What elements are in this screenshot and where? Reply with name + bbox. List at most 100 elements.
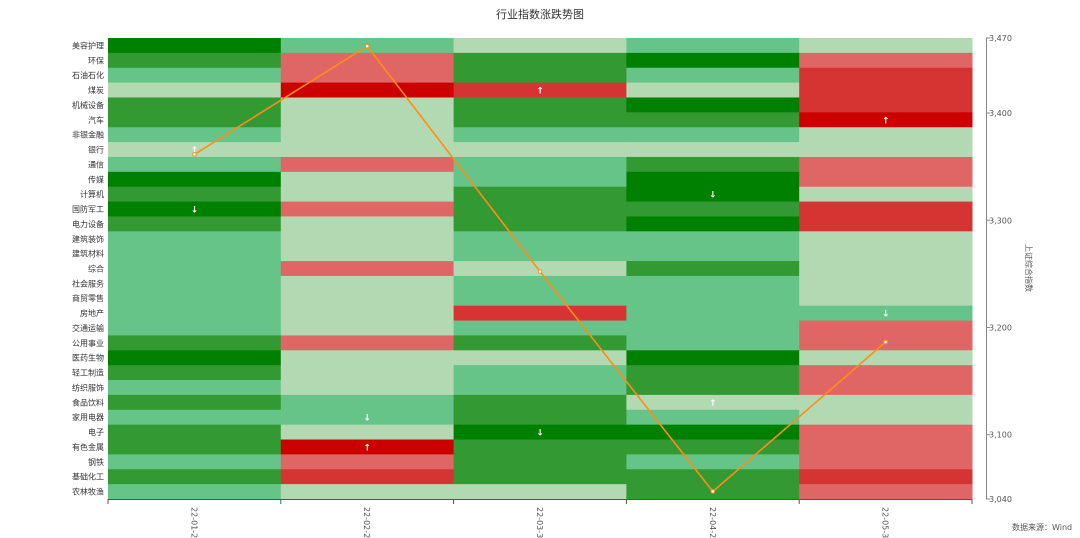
heat-cell-31-3 bbox=[453, 484, 627, 500]
heat-cell-10-4 bbox=[626, 171, 800, 188]
heat-cell-9-2 bbox=[280, 156, 455, 173]
heat-cell-8-3 bbox=[453, 142, 627, 158]
right-tick-label-4: 3,300 bbox=[989, 216, 1012, 225]
heat-cell-29-3 bbox=[453, 454, 627, 470]
category-label-18: 商贸零售 bbox=[72, 293, 104, 303]
heat-cell-11-2 bbox=[280, 186, 455, 203]
heat-cell-20-1 bbox=[108, 320, 282, 336]
category-label-27: 电子 bbox=[88, 427, 104, 437]
heat-cell-14-5 bbox=[799, 231, 973, 247]
category-label-30: 基础化工 bbox=[72, 472, 104, 482]
heat-cell-18-1 bbox=[108, 290, 282, 307]
heat-cell-23-3 bbox=[453, 365, 627, 381]
heat-cell-17-5 bbox=[799, 275, 973, 292]
heat-cell-17-4 bbox=[626, 275, 800, 292]
heat-cell-24-4 bbox=[626, 380, 800, 396]
heat-cell-23-1 bbox=[108, 365, 282, 381]
heat-cell-27-2 bbox=[280, 424, 455, 441]
heat-cell-13-2 bbox=[280, 216, 455, 232]
heat-cell-22-3 bbox=[453, 350, 627, 366]
category-label-24: 纺织服饰 bbox=[72, 382, 104, 392]
marker-down-arrow-icon-6: ↓ bbox=[536, 429, 544, 439]
marker-down-arrow-icon-2: ↓ bbox=[191, 206, 199, 216]
heat-cell-2-5 bbox=[799, 52, 973, 69]
heat-cell-5-3 bbox=[453, 97, 627, 113]
heat-cell-28-5 bbox=[799, 439, 973, 455]
heat-cell-21-1 bbox=[108, 335, 282, 351]
category-label-19: 房地产 bbox=[80, 308, 104, 318]
heat-cell-12-3 bbox=[453, 201, 627, 217]
heat-cell-26-5 bbox=[799, 409, 973, 426]
heat-cell-20-5 bbox=[799, 320, 973, 336]
heat-cell-14-3 bbox=[453, 231, 627, 247]
heat-cell-9-4 bbox=[626, 156, 800, 173]
heat-cell-9-1 bbox=[108, 156, 282, 173]
heat-cell-14-1 bbox=[108, 231, 282, 247]
heat-cell-21-3 bbox=[453, 335, 627, 351]
heat-cell-18-4 bbox=[626, 290, 800, 307]
chart-title: 行业指数涨跌势图 bbox=[496, 7, 584, 21]
category-label-10: 传媒 bbox=[88, 174, 104, 184]
heat-cell-28-3 bbox=[453, 439, 627, 455]
heat-cell-29-1 bbox=[108, 454, 282, 470]
marker-down-arrow-icon-7: ↓ bbox=[709, 191, 717, 201]
heat-cell-8-2 bbox=[280, 142, 455, 158]
heat-cell-3-1 bbox=[108, 67, 282, 84]
heat-cell-29-4 bbox=[626, 454, 800, 470]
right-y-axis: 3,040 3,100 3,200 3,300 3,400 3,470 bbox=[986, 34, 1012, 504]
heat-cell-15-3 bbox=[453, 246, 627, 262]
category-labels: 美容护理环保石油石化煤炭机械设备汽车非银金融银行通信传媒计算机国防军工电力设备建… bbox=[72, 40, 104, 496]
heat-cell-11-3 bbox=[453, 186, 627, 203]
heat-cell-9-3 bbox=[453, 156, 627, 173]
heat-cell-30-5 bbox=[799, 469, 973, 485]
category-label-16: 综合 bbox=[88, 264, 104, 274]
heat-cell-6-1 bbox=[108, 112, 282, 128]
heat-cell-24-5 bbox=[799, 380, 973, 396]
heat-cell-16-2 bbox=[280, 261, 455, 277]
heatmap-cells bbox=[108, 38, 973, 500]
heat-cell-8-4 bbox=[626, 142, 800, 158]
heat-cell-2-1 bbox=[108, 52, 282, 69]
heat-cell-25-4 bbox=[626, 394, 800, 411]
heat-cell-15-4 bbox=[626, 246, 800, 262]
heat-cell-5-5 bbox=[799, 97, 973, 113]
marker-up-arrow-icon-5: ↑ bbox=[536, 87, 544, 97]
x-axis: 22-01-28 22-02-28 22-03-31 22-04-29 22-05-31 bbox=[107, 499, 973, 538]
heat-cell-6-4 bbox=[626, 112, 800, 128]
heat-cell-6-3 bbox=[453, 112, 627, 128]
heat-cell-14-4 bbox=[626, 231, 800, 247]
heat-cell-3-5 bbox=[799, 67, 973, 84]
heat-cell-30-4 bbox=[626, 469, 800, 485]
category-label-25: 食品饮料 bbox=[72, 397, 104, 407]
heat-cell-12-4 bbox=[626, 201, 800, 217]
category-label-3: 石油石化 bbox=[72, 70, 104, 80]
heat-cell-15-5 bbox=[799, 246, 973, 262]
heat-cell-28-2 bbox=[280, 439, 455, 455]
category-label-6: 汽车 bbox=[88, 115, 104, 125]
category-label-14: 建筑装饰 bbox=[72, 234, 104, 244]
category-label-13: 电力设备 bbox=[72, 219, 104, 229]
heat-cell-28-1 bbox=[108, 439, 282, 455]
heat-cell-2-3 bbox=[453, 52, 627, 69]
heat-cell-6-5 bbox=[799, 112, 973, 128]
heat-cell-10-2 bbox=[280, 171, 455, 188]
x-tick-label-5: 22-05-31 bbox=[881, 507, 890, 538]
heat-cell-13-3 bbox=[453, 216, 627, 232]
heat-cell-11-5 bbox=[799, 186, 973, 203]
heat-cell-29-2 bbox=[280, 454, 455, 470]
heat-cell-9-5 bbox=[799, 156, 973, 173]
heat-cell-7-5 bbox=[799, 127, 973, 143]
heat-cell-16-3 bbox=[453, 261, 627, 277]
category-label-8: 银行 bbox=[88, 145, 104, 155]
marker-up-arrow-icon-1: ↑ bbox=[191, 146, 199, 156]
marker-down-arrow-icon-3: ↓ bbox=[363, 414, 371, 424]
heat-cell-25-5 bbox=[799, 394, 973, 411]
heat-cell-5-1 bbox=[108, 97, 282, 113]
category-label-2: 环保 bbox=[88, 55, 104, 65]
heat-cell-7-2 bbox=[280, 127, 455, 143]
heat-cell-23-5 bbox=[799, 365, 973, 381]
heat-cell-11-4 bbox=[626, 186, 800, 203]
heat-cell-3-4 bbox=[626, 67, 800, 84]
heat-cell-3-2 bbox=[280, 67, 455, 84]
